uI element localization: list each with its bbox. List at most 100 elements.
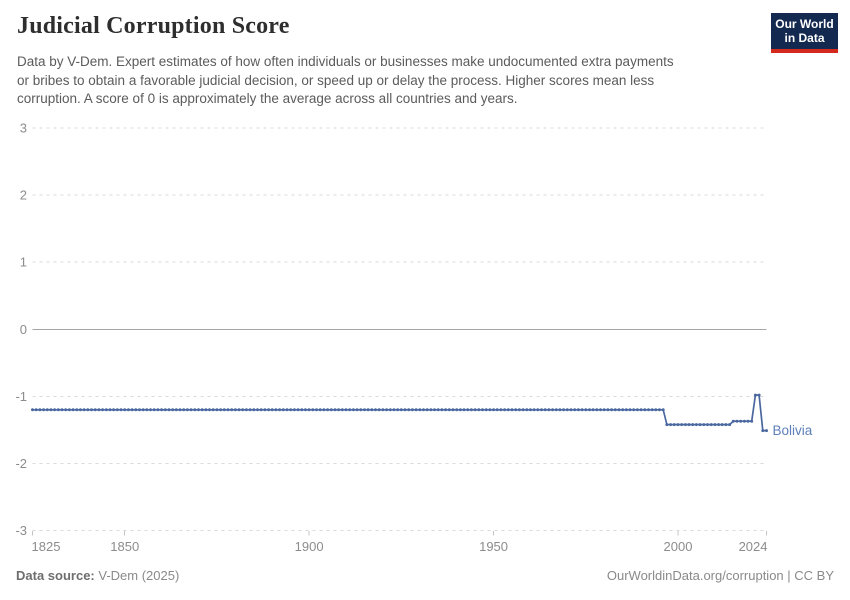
data-point[interactable] (285, 408, 289, 412)
data-point[interactable] (562, 408, 566, 412)
data-point[interactable] (576, 408, 580, 412)
data-point[interactable] (145, 408, 149, 412)
data-point[interactable] (739, 419, 743, 423)
data-point[interactable] (514, 408, 518, 412)
data-point[interactable] (138, 408, 141, 412)
data-point[interactable] (363, 408, 366, 412)
data-point[interactable] (322, 408, 326, 412)
data-point[interactable] (318, 408, 322, 412)
data-point[interactable] (42, 408, 46, 412)
credit-link[interactable]: OurWorldinData.org/corruption | CC BY (606, 568, 834, 583)
data-point[interactable] (521, 408, 525, 412)
data-point[interactable] (528, 408, 532, 412)
data-point[interactable] (621, 408, 625, 412)
data-point[interactable] (351, 408, 355, 412)
data-point[interactable] (591, 408, 595, 412)
data-point[interactable] (370, 408, 374, 412)
data-point[interactable] (602, 408, 606, 412)
data-point[interactable] (481, 408, 484, 412)
data-point[interactable] (436, 408, 440, 412)
data-point[interactable] (289, 408, 293, 412)
data-point[interactable] (56, 408, 60, 412)
data-point[interactable] (333, 408, 337, 412)
data-point[interactable] (647, 408, 650, 412)
data-point[interactable] (219, 408, 223, 412)
data-point[interactable] (252, 408, 256, 412)
data-point[interactable] (270, 408, 274, 412)
data-point[interactable] (197, 408, 200, 412)
data-point[interactable] (97, 408, 101, 412)
data-point[interactable] (329, 408, 333, 412)
data-point[interactable] (340, 408, 344, 412)
data-point[interactable] (588, 408, 591, 412)
data-point[interactable] (171, 408, 175, 412)
data-point[interactable] (665, 423, 669, 427)
data-point[interactable] (565, 408, 569, 412)
data-point[interactable] (82, 408, 86, 412)
data-point[interactable] (558, 408, 562, 412)
data-point[interactable] (38, 408, 42, 412)
data-point[interactable] (296, 408, 300, 412)
data-point[interactable] (263, 408, 267, 412)
data-point[interactable] (278, 408, 282, 412)
data-point[interactable] (543, 408, 547, 412)
data-point[interactable] (724, 423, 728, 427)
data-point[interactable] (510, 408, 514, 412)
data-point[interactable] (484, 408, 488, 412)
data-point[interactable] (259, 408, 263, 412)
data-point[interactable] (163, 408, 167, 412)
data-point[interactable] (222, 408, 226, 412)
data-point[interactable] (753, 393, 757, 397)
data-point[interactable] (34, 408, 38, 412)
data-point[interactable] (444, 408, 448, 412)
data-point[interactable] (134, 408, 138, 412)
line-bolivia[interactable] (32, 394, 767, 432)
data-point[interactable] (49, 408, 53, 412)
data-point[interactable] (547, 408, 551, 412)
data-point[interactable] (60, 408, 64, 412)
data-point[interactable] (112, 408, 116, 412)
data-point[interactable] (119, 408, 123, 412)
data-point[interactable] (536, 408, 540, 412)
data-point[interactable] (713, 423, 717, 427)
data-point[interactable] (178, 408, 182, 412)
data-point[interactable] (388, 408, 392, 412)
data-point[interactable] (104, 408, 108, 412)
data-point[interactable] (67, 408, 71, 412)
data-point[interactable] (658, 408, 661, 412)
data-point[interactable] (495, 408, 499, 412)
data-point[interactable] (746, 419, 750, 423)
data-point[interactable] (532, 408, 536, 412)
data-point[interactable] (64, 408, 68, 412)
data-point[interactable] (281, 408, 285, 412)
data-point[interactable] (451, 408, 455, 412)
data-point[interactable] (381, 408, 385, 412)
data-point[interactable] (267, 408, 271, 412)
data-point[interactable] (720, 423, 724, 427)
data-point[interactable] (156, 408, 160, 412)
data-point[interactable] (422, 408, 425, 412)
data-point[interactable] (425, 408, 429, 412)
data-point[interactable] (469, 408, 473, 412)
data-point[interactable] (492, 408, 496, 412)
data-point[interactable] (455, 408, 459, 412)
data-point[interactable] (765, 429, 768, 433)
data-point[interactable] (385, 408, 389, 412)
data-point[interactable] (233, 408, 237, 412)
data-point[interactable] (355, 408, 359, 412)
data-point[interactable] (499, 408, 503, 412)
data-point[interactable] (115, 408, 119, 412)
data-point[interactable] (71, 408, 75, 412)
data-point[interactable] (702, 423, 706, 427)
data-point[interactable] (635, 408, 639, 412)
data-point[interactable] (517, 408, 521, 412)
data-point[interactable] (669, 423, 673, 427)
data-point[interactable] (160, 408, 164, 412)
data-point[interactable] (292, 408, 296, 412)
data-point[interactable] (429, 408, 433, 412)
data-point[interactable] (185, 408, 189, 412)
data-point[interactable] (53, 408, 57, 412)
data-point[interactable] (709, 423, 713, 427)
data-point[interactable] (78, 408, 82, 412)
